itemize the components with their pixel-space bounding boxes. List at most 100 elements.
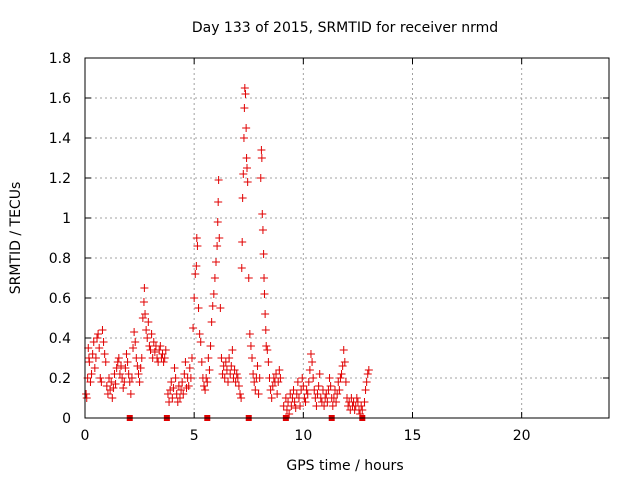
data-point [175,394,184,402]
data-point [160,354,169,362]
data-point [139,298,148,306]
data-point [113,358,122,366]
data-point [310,386,319,394]
data-point [194,304,203,312]
data-point [240,104,249,112]
data-point [91,354,100,362]
data-point [122,350,131,358]
data-point [189,324,198,332]
data-point [239,170,248,178]
data-point [335,386,344,394]
data-point [364,366,373,374]
data-point [273,390,282,398]
data-point [173,398,182,406]
data-point [206,342,215,350]
data-point [195,330,204,338]
data-point [135,378,144,386]
data-point [338,362,347,370]
data-point [228,346,237,354]
x-tick-label: 15 [404,428,422,444]
data-point [250,378,259,386]
data-point [237,264,246,272]
data-point [296,402,305,410]
data-point [213,242,222,250]
data-point [181,358,190,366]
data-point [216,304,225,312]
data-point [197,358,206,366]
data-point [192,262,201,270]
data-point [179,390,188,398]
data-point [251,386,260,394]
data-point [313,390,322,398]
data-point [244,274,253,282]
data-point [201,386,210,394]
data-point [272,370,281,378]
data-point [108,394,117,402]
data-point [358,406,367,414]
y-tick-label: 0.8 [49,251,71,267]
data-point [248,354,257,362]
data-point [255,374,264,382]
data-point [328,402,337,410]
data-point [291,404,300,412]
data-point [85,358,94,366]
data-point [221,358,230,366]
data-point [289,386,298,394]
data-point [169,384,178,392]
data-point [184,382,193,390]
data-point [352,394,361,402]
grid-lines [85,58,609,418]
data-point [95,344,104,352]
data-point [98,326,107,334]
data-point [167,378,176,386]
data-point [298,374,307,382]
x-axis-label: GPS time / hours [286,458,403,474]
data-point [314,382,323,390]
data-point [119,384,128,392]
data-point [234,382,243,390]
data-point [287,402,296,410]
data-point [267,394,276,402]
data-point [149,338,158,346]
data-point [88,350,97,358]
data-point [131,338,140,346]
data-point [134,370,143,378]
data-point [99,338,108,346]
y-tick-label: 1 [62,211,71,227]
data-point [301,398,310,406]
data-point [225,354,234,362]
data-point [142,326,151,334]
data-point [163,390,172,398]
chart-title: Day 133 of 2015, SRMTID for receiver nrm… [192,20,498,36]
data-point [203,378,212,386]
data-point [325,374,334,382]
data-point [178,378,187,386]
data-point [242,154,251,162]
data-point [263,346,272,354]
data-point [166,386,175,394]
data-point [112,364,121,372]
data-point [213,218,222,226]
data-point [222,366,231,374]
data-point [114,354,123,362]
data-point [217,354,226,362]
data-point [186,374,195,382]
data-point [279,402,288,410]
data-point [89,338,98,346]
data-point [320,402,329,410]
data-point [261,310,270,318]
data-point [93,334,102,342]
data-point [253,362,262,370]
data-point [337,370,346,378]
data-point [127,374,136,382]
data-point [180,370,189,378]
data-point [341,378,350,386]
data-point [170,364,179,372]
data-point [168,394,177,402]
data-point [240,84,249,92]
data-point [111,380,120,388]
data-point [209,290,218,298]
data-point [147,330,156,338]
data-point [241,90,250,98]
y-tick-label: 1.6 [49,91,71,107]
